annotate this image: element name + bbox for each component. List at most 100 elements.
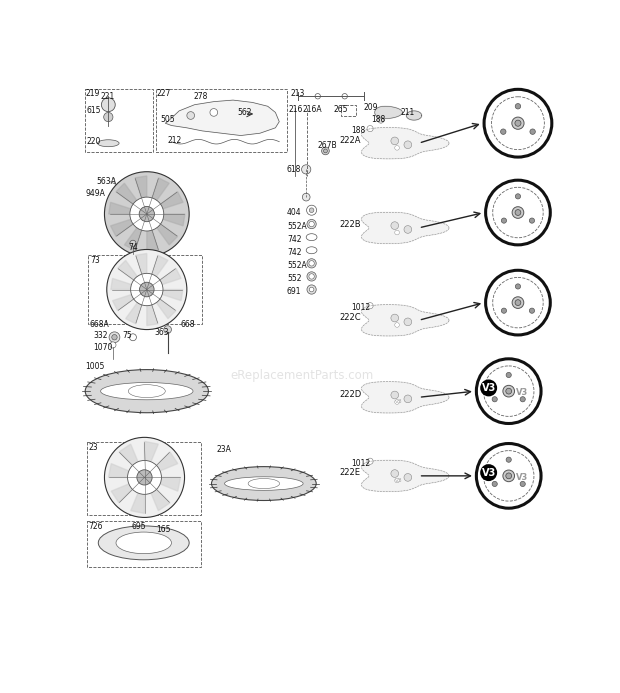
Text: eReplacementParts.com: eReplacementParts.com [231,369,374,383]
Circle shape [395,146,399,150]
Text: 332: 332 [93,331,107,340]
Polygon shape [147,178,169,214]
Text: 1012: 1012 [351,304,370,313]
Text: 563A: 563A [96,177,116,186]
Text: 188: 188 [371,116,386,125]
Circle shape [506,372,511,378]
Polygon shape [144,477,180,491]
Ellipse shape [248,478,280,489]
Circle shape [485,180,551,245]
Circle shape [307,220,316,229]
Circle shape [391,314,399,322]
Circle shape [130,197,164,231]
Circle shape [378,117,384,123]
Text: V3: V3 [516,473,528,482]
Circle shape [476,359,541,423]
Circle shape [307,272,316,281]
Circle shape [104,172,189,256]
Text: 742: 742 [287,235,301,244]
Circle shape [309,221,314,227]
Circle shape [102,98,115,112]
Circle shape [367,458,373,464]
Circle shape [303,193,310,201]
Ellipse shape [306,247,317,254]
Text: 74: 74 [128,243,138,252]
Ellipse shape [100,383,193,400]
Polygon shape [144,441,158,477]
Text: 363: 363 [154,328,169,337]
Circle shape [404,395,412,403]
Polygon shape [147,214,185,226]
Ellipse shape [224,477,303,491]
Text: 220: 220 [87,137,101,146]
Text: 1070: 1070 [93,344,112,353]
Circle shape [187,112,195,119]
Circle shape [515,194,521,199]
Circle shape [404,473,412,481]
Circle shape [485,270,551,335]
Text: 552A: 552A [287,261,307,270]
Text: 188: 188 [351,126,365,135]
Polygon shape [111,279,147,290]
Polygon shape [136,254,147,290]
Polygon shape [147,268,181,290]
Circle shape [512,297,524,308]
Circle shape [104,112,113,122]
Bar [88,255,202,324]
Circle shape [309,287,314,292]
Polygon shape [361,212,449,243]
Ellipse shape [85,369,208,413]
Circle shape [391,137,399,145]
Text: 505: 505 [161,116,175,125]
Circle shape [404,141,412,148]
Circle shape [506,388,511,394]
Polygon shape [147,290,158,326]
Bar [87,442,201,515]
Text: 165: 165 [156,525,171,534]
Circle shape [367,303,373,309]
Circle shape [109,332,120,342]
Polygon shape [144,477,170,511]
Circle shape [512,117,524,130]
Text: 212: 212 [167,136,182,145]
Polygon shape [118,261,147,290]
Text: v3: v3 [395,399,402,405]
Text: 222A: 222A [339,136,361,145]
Text: 222C: 222C [339,313,361,322]
Text: 23A: 23A [216,445,231,454]
Circle shape [104,437,185,518]
Circle shape [530,129,535,134]
Polygon shape [147,214,178,245]
Bar [87,520,201,567]
Circle shape [404,318,412,326]
Text: 222D: 222D [339,389,361,398]
Polygon shape [374,106,402,119]
Circle shape [492,396,497,402]
Circle shape [367,125,373,132]
Text: 227: 227 [157,89,171,98]
Circle shape [131,273,163,306]
Circle shape [322,147,329,155]
Ellipse shape [211,466,316,500]
Circle shape [128,460,161,494]
Text: 615: 615 [87,106,101,115]
Polygon shape [361,128,449,159]
Circle shape [520,482,525,486]
Polygon shape [131,477,144,514]
Polygon shape [147,290,176,319]
Text: 73: 73 [90,256,100,265]
Bar [156,89,287,152]
Circle shape [324,149,327,153]
Text: 216: 216 [288,105,303,114]
Ellipse shape [306,234,317,240]
Text: v3: v3 [395,478,402,483]
Text: 213: 213 [291,89,305,98]
Bar [85,89,153,152]
Text: 668A: 668A [90,319,110,328]
Circle shape [395,230,399,235]
Circle shape [506,457,511,462]
Circle shape [301,165,311,174]
Polygon shape [108,202,147,214]
Text: 726: 726 [88,522,103,531]
Polygon shape [111,477,144,503]
